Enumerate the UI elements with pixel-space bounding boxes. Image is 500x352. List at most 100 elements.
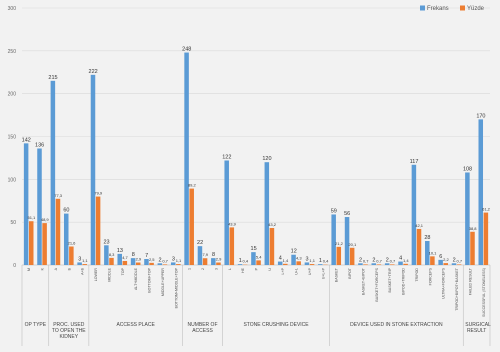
data-label: 28 xyxy=(424,235,430,241)
data-label: 136 xyxy=(35,142,44,148)
x-tick-label: TRIPOD+BIPOT+BASKET xyxy=(455,267,459,311)
data-label: 2 xyxy=(359,257,362,263)
x-tick-label: 3 xyxy=(214,268,218,270)
bar xyxy=(296,261,301,265)
bar xyxy=(37,148,42,265)
bar xyxy=(470,231,475,265)
data-label: 2,5 xyxy=(149,257,155,262)
data-label: 79,9 xyxy=(94,191,103,196)
bar xyxy=(430,256,435,265)
bar xyxy=(90,74,96,265)
bar xyxy=(104,245,109,265)
data-label: 0,4 xyxy=(243,259,249,264)
data-label: 38,8 xyxy=(469,226,478,231)
x-tick-label: U+L xyxy=(295,268,299,275)
data-label: 2 xyxy=(453,257,456,263)
bar xyxy=(237,264,243,265)
data-label: 122 xyxy=(222,154,231,160)
data-label: 43,2 xyxy=(268,222,277,227)
legend-swatch xyxy=(420,5,425,11)
bar xyxy=(331,214,336,265)
legend-label: Yüzde xyxy=(467,6,485,12)
x-tick-label: MIDDLE xyxy=(107,267,111,281)
bar xyxy=(358,263,363,265)
group-label: NUMBER OF ACCESS xyxy=(187,322,218,334)
data-label: 120 xyxy=(262,156,271,162)
data-label: 1 xyxy=(239,258,242,264)
data-label: 3 xyxy=(78,256,81,262)
data-label: 1 xyxy=(319,258,322,264)
bar xyxy=(363,264,368,265)
bar xyxy=(122,260,128,265)
bar xyxy=(465,172,470,265)
data-label: 61,2 xyxy=(482,207,491,212)
data-label: 0,7 xyxy=(363,258,369,263)
bar xyxy=(251,252,256,265)
bar xyxy=(443,263,449,265)
data-label: 2,9 xyxy=(216,257,222,262)
x-tick-label: BOTTOM+MIDDLE+TOP xyxy=(174,267,178,308)
data-label: 0,7 xyxy=(456,258,462,263)
bar xyxy=(269,227,275,265)
x-tick-label: MIDDLE+UPPER xyxy=(161,268,165,296)
data-label: 248 xyxy=(182,47,191,53)
x-tick-label: FAILED RESULT xyxy=(468,267,472,295)
x-tick-label: BASKET+TRIP xyxy=(388,267,392,292)
y-tick-label: 150 xyxy=(8,135,17,141)
data-label: 3 xyxy=(306,256,309,262)
x-tick-label: ALT+MIDDLE xyxy=(134,267,138,290)
data-label: 3 xyxy=(172,256,175,262)
x-tick-label: HE xyxy=(241,267,245,273)
x-tick-label: BASKET xyxy=(335,267,339,282)
data-label: 0,7 xyxy=(162,258,168,263)
data-label: 12 xyxy=(291,249,297,255)
x-tick-label: FORCEPS xyxy=(428,267,432,285)
data-label: 1,1 xyxy=(82,258,88,263)
bar xyxy=(398,261,403,265)
x-tick-label: U+P xyxy=(308,267,312,275)
bar xyxy=(256,260,261,265)
y-tick-label: 250 xyxy=(8,49,17,55)
data-label: 0,4 xyxy=(323,259,329,264)
data-label: 4 xyxy=(279,256,282,262)
data-label: 1,1 xyxy=(309,258,315,263)
x-tick-label: 2 xyxy=(201,268,205,270)
bar xyxy=(229,227,235,265)
bar xyxy=(304,262,310,265)
bar xyxy=(283,263,288,265)
bar xyxy=(376,264,382,265)
bar xyxy=(384,263,390,265)
data-label: 5,4 xyxy=(256,254,262,259)
group-label: PROC. USED TO OPEN THE KIDNEY xyxy=(51,322,86,340)
data-label: 15 xyxy=(251,246,257,252)
group-label: SURGICAL RESULT xyxy=(465,322,491,334)
data-label: 22 xyxy=(197,240,203,246)
bar xyxy=(162,264,168,265)
x-tick-label: SUCCESSFUL (STONELESS) xyxy=(482,268,486,317)
legend-swatch xyxy=(460,5,465,11)
bar xyxy=(336,246,342,265)
bar xyxy=(224,160,229,265)
data-label: 42,1 xyxy=(415,223,424,228)
x-tick-label: A xyxy=(54,267,58,270)
legend-label: Frekans xyxy=(427,6,449,12)
x-tick-label: K xyxy=(41,267,45,270)
data-label: 8 xyxy=(132,252,135,258)
bar xyxy=(202,258,208,265)
x-tick-label: A+B xyxy=(81,267,85,274)
x-tick-label: TRIPOD xyxy=(415,268,419,282)
bar xyxy=(277,261,283,265)
x-tick-label: BASKET+FORCEPS xyxy=(375,267,379,301)
bar xyxy=(403,263,408,265)
bar xyxy=(130,258,136,265)
data-label: 2 xyxy=(386,257,389,263)
bar xyxy=(478,119,484,265)
data-label: 4,7 xyxy=(122,255,128,260)
data-label: 59 xyxy=(331,208,337,214)
x-tick-label: L+P xyxy=(281,267,285,274)
bar xyxy=(483,212,489,265)
x-tick-label: P xyxy=(255,267,259,270)
bar xyxy=(77,262,82,265)
data-label: 1,4 xyxy=(403,258,409,263)
